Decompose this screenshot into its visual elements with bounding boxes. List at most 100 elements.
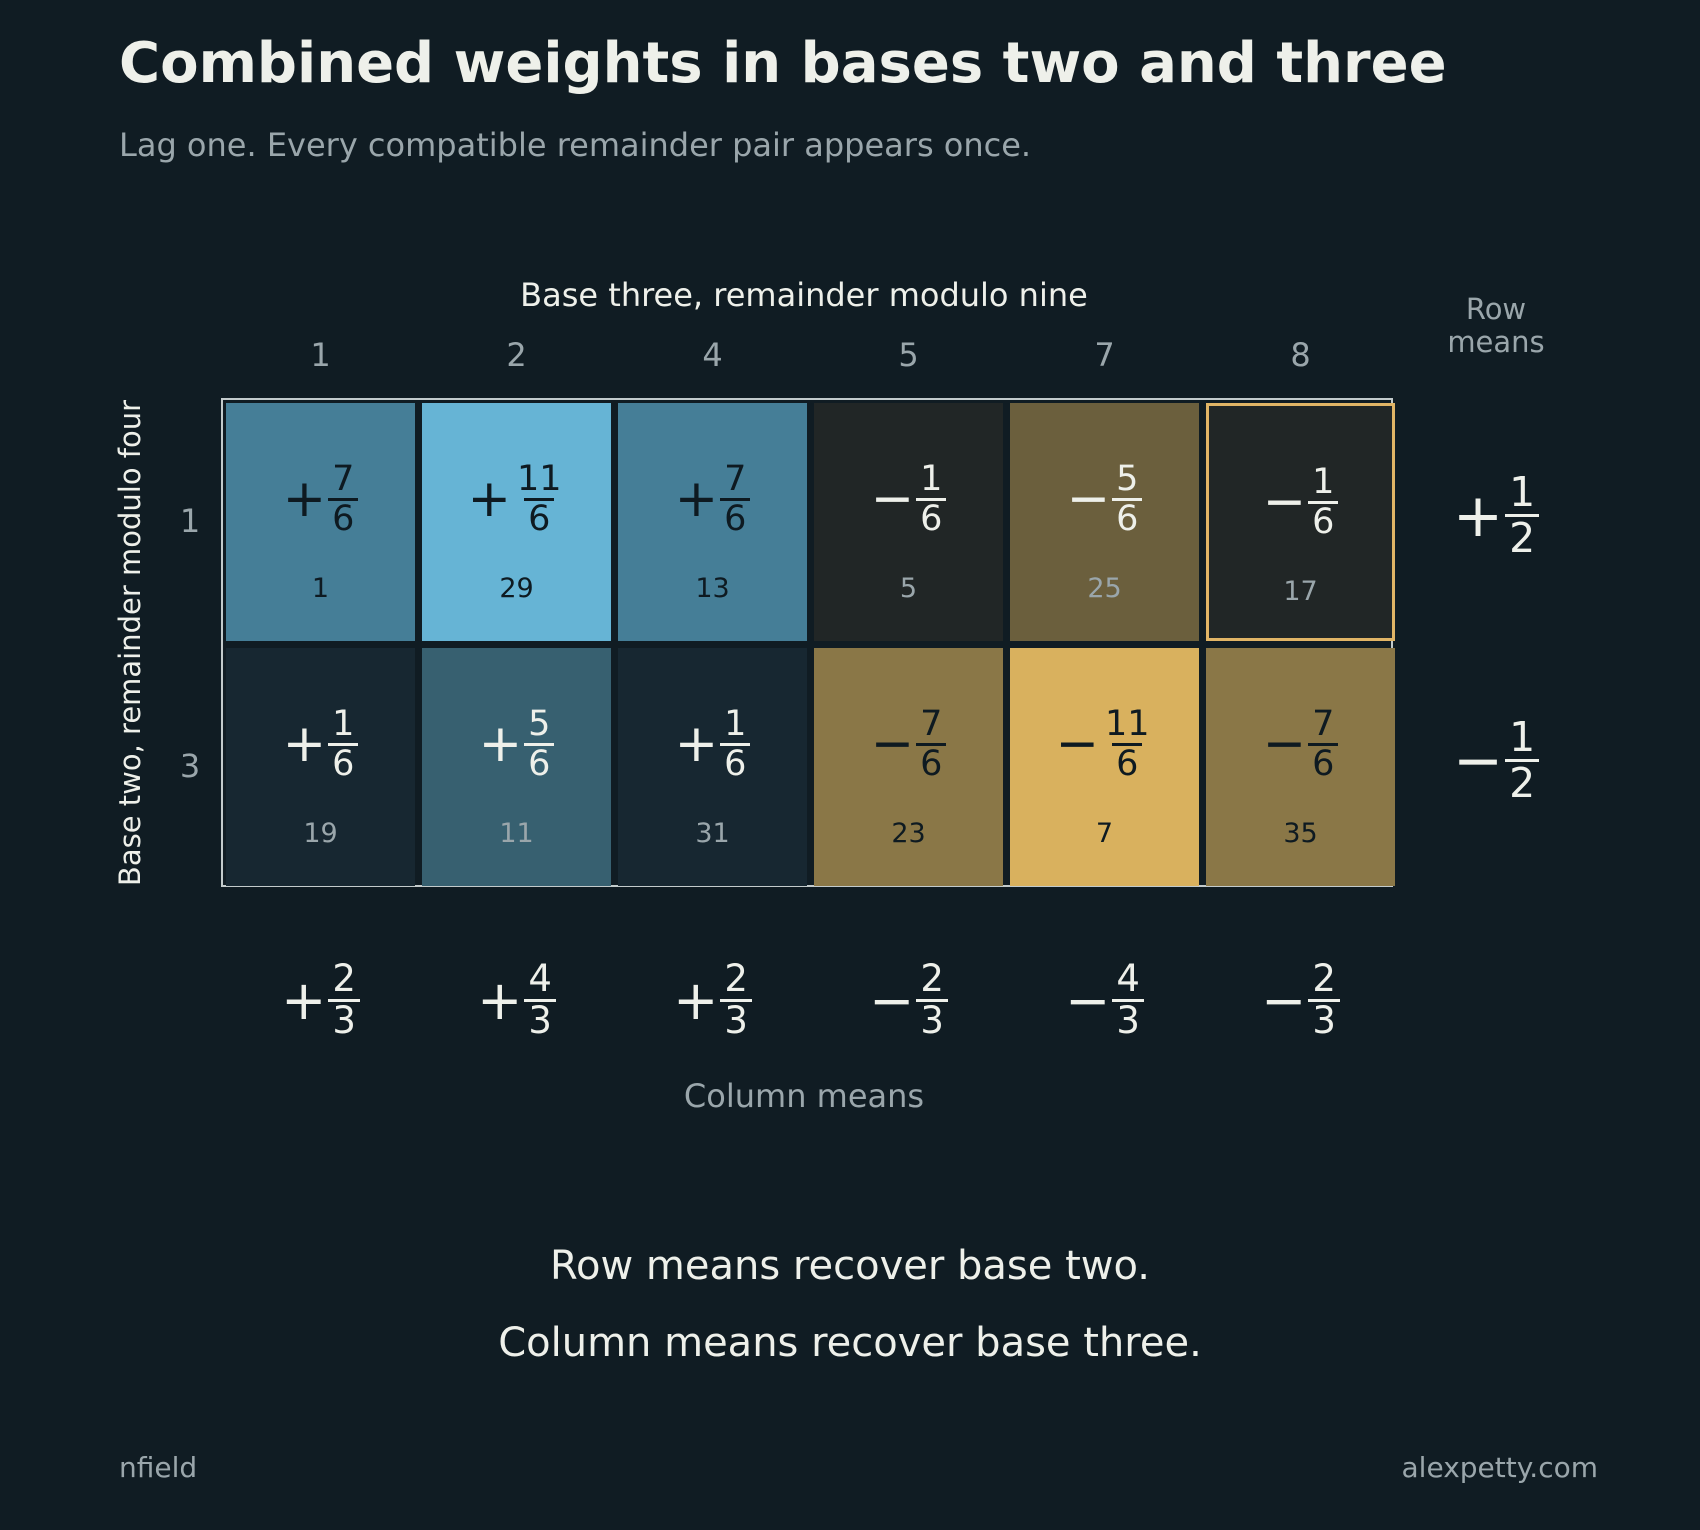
column-mean: +2 3 bbox=[231, 959, 411, 1041]
row-label: 3 bbox=[179, 747, 201, 785]
grid-cell: +5 6 11 bbox=[422, 648, 611, 886]
grid-cell: −11 6 7 bbox=[1010, 648, 1199, 886]
cell-index: 23 bbox=[891, 818, 926, 849]
fraction-numerator: 5 bbox=[528, 704, 551, 744]
fraction-sign: + bbox=[467, 469, 512, 530]
column-mean: −2 3 bbox=[819, 957, 999, 1041]
footer-left: nfield bbox=[119, 1451, 198, 1484]
chart-title: Combined weights in bases two and three bbox=[119, 31, 1447, 96]
fraction-sign: + bbox=[674, 714, 719, 775]
fraction-denominator: 3 bbox=[916, 998, 948, 1041]
caption-column-means: Column means recover base three. bbox=[498, 1320, 1202, 1366]
fraction-sign: − bbox=[1452, 725, 1504, 796]
grid-cell: −5 6 25 bbox=[1010, 403, 1199, 641]
fraction-numerator: 1 bbox=[920, 459, 943, 499]
fraction: +1 6 bbox=[226, 706, 415, 783]
fraction-denominator: 6 bbox=[720, 497, 751, 538]
column-label: 8 bbox=[1290, 336, 1311, 374]
fraction-sign: − bbox=[1261, 968, 1307, 1032]
fraction-numerator: 2 bbox=[1312, 957, 1336, 1000]
row-label: 1 bbox=[179, 502, 201, 540]
fraction-sign: + bbox=[281, 968, 327, 1032]
cell-index: 35 bbox=[1283, 818, 1318, 849]
fraction-numerator: 1 bbox=[1312, 462, 1335, 502]
fraction-numerator: 2 bbox=[920, 957, 944, 1000]
fraction-sign: + bbox=[282, 714, 327, 775]
fraction: +7 6 bbox=[226, 461, 415, 538]
cell-index: 25 bbox=[1087, 573, 1122, 604]
column-label: 7 bbox=[1094, 336, 1115, 374]
grid-cell: +1 6 31 bbox=[618, 648, 807, 886]
fraction-sign: + bbox=[1452, 480, 1504, 551]
fraction-sign: − bbox=[1065, 968, 1111, 1032]
fraction-denominator: 6 bbox=[524, 497, 555, 538]
column-mean: −4 3 bbox=[1015, 959, 1195, 1041]
grid-cell: −7 6 23 bbox=[814, 648, 1003, 886]
grid-cell: −1 6 17 bbox=[1206, 403, 1395, 641]
fraction-numerator: 5 bbox=[1116, 459, 1139, 499]
fraction-sign: + bbox=[673, 968, 719, 1032]
column-label: 1 bbox=[310, 336, 331, 374]
fraction-sign: − bbox=[870, 469, 915, 530]
fraction-denominator: 6 bbox=[1308, 500, 1339, 541]
fraction-denominator: 3 bbox=[1112, 998, 1144, 1041]
fraction: −11 6 bbox=[1010, 706, 1199, 783]
cell-index: 11 bbox=[499, 818, 534, 849]
fraction-numerator: 7 bbox=[920, 704, 943, 744]
row-mean: +1 2 bbox=[1426, 468, 1566, 560]
x-axis-title: Base three, remainder modulo nine bbox=[520, 276, 1088, 314]
fraction-denominator: 2 bbox=[1505, 514, 1540, 560]
row-means-header-line-1: Row bbox=[1465, 292, 1527, 326]
fraction-sign: + bbox=[674, 469, 719, 530]
column-means-title: Column means bbox=[683, 1077, 925, 1115]
grid-border bbox=[221, 398, 1393, 887]
fraction-denominator: 3 bbox=[1308, 998, 1340, 1041]
fraction-numerator: 11 bbox=[1105, 704, 1150, 744]
fraction-numerator: 7 bbox=[1312, 704, 1335, 744]
fraction: −1 6 bbox=[814, 461, 1003, 538]
cell-index: 1 bbox=[311, 573, 330, 604]
fraction-numerator: 2 bbox=[724, 957, 748, 1000]
grid-cell: +7 6 13 bbox=[618, 403, 807, 641]
fraction-sign: − bbox=[1262, 714, 1307, 775]
caption-row-means: Row means recover base two. bbox=[550, 1243, 1150, 1289]
fraction-numerator: 1 bbox=[1509, 468, 1536, 516]
column-label: 2 bbox=[506, 336, 527, 374]
cell-index: 17 bbox=[1283, 576, 1318, 607]
column-label: 5 bbox=[898, 336, 919, 374]
fraction-numerator: 1 bbox=[332, 704, 355, 744]
cell-index: 13 bbox=[695, 573, 730, 604]
row-means-header: Row means bbox=[1426, 293, 1566, 359]
fraction-denominator: 6 bbox=[328, 497, 359, 538]
fraction-denominator: 6 bbox=[720, 742, 751, 783]
fraction-denominator: 6 bbox=[524, 742, 555, 783]
fraction: −1 6 bbox=[1209, 464, 1392, 541]
column-mean: +2 3 bbox=[623, 957, 803, 1041]
cell-index: 31 bbox=[695, 818, 730, 849]
footer-right: alexpetty.com bbox=[1401, 1451, 1598, 1484]
fraction: +11 6 bbox=[422, 461, 611, 538]
column-mean: −2 3 bbox=[1211, 957, 1391, 1041]
fraction: +7 6 bbox=[618, 461, 807, 538]
fraction-denominator: 6 bbox=[916, 497, 947, 538]
fraction-sign: − bbox=[870, 714, 915, 775]
grid-cell: +1 6 19 bbox=[226, 648, 415, 886]
chart-subtitle: Lag one. Every compatible remainder pair… bbox=[119, 126, 1032, 164]
fraction-body: 11 6 bbox=[513, 461, 566, 538]
fraction-denominator: 6 bbox=[1112, 497, 1143, 538]
fraction-numerator: 1 bbox=[1509, 713, 1536, 761]
grid-cell: −1 6 5 bbox=[814, 403, 1003, 641]
cell-index: 19 bbox=[303, 818, 338, 849]
